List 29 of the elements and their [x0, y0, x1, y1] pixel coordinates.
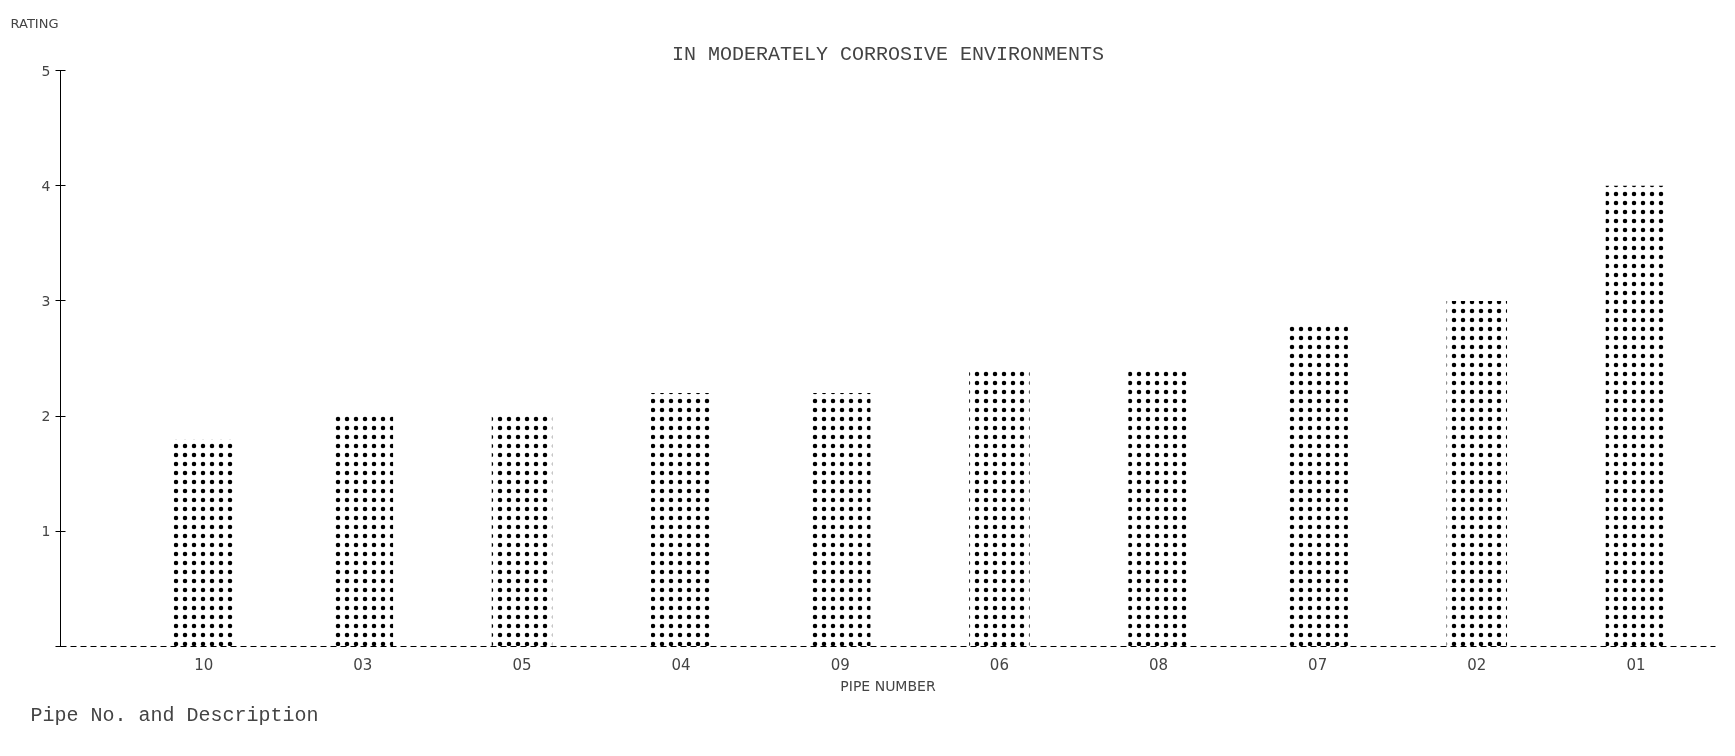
x-tick-label: 08 [1148, 655, 1169, 674]
y-tick-label: 3 [41, 292, 51, 309]
x-tick-label: 05 [512, 655, 532, 674]
bar [1605, 185, 1667, 647]
bar [969, 370, 1030, 647]
x-tick-label: 06 [989, 655, 1009, 674]
y-tick-label: 2 [41, 408, 51, 425]
x-tick-label: 04 [671, 655, 691, 674]
x-tick-label: 01 [1626, 655, 1646, 674]
x-tick-label: 03 [353, 655, 373, 674]
x-tick-label: 10 [194, 655, 214, 674]
text: Pipe No. and Description [30, 703, 319, 727]
x-axis-title: PIPE NUMBER [840, 677, 936, 694]
bar [1446, 300, 1508, 647]
x-tick-label: 09 [830, 655, 850, 674]
y-tick-label: 5 [41, 62, 51, 79]
bar [1128, 370, 1189, 647]
bar [173, 439, 234, 647]
bar [810, 393, 871, 647]
x-tick-label: 07 [1308, 655, 1328, 674]
chart-title: IN MODERATELY CORROSIVE ENVIRONMENTS [671, 42, 1105, 66]
bar [332, 416, 394, 647]
bar [650, 393, 712, 647]
y-tick-label: 4 [41, 177, 51, 194]
y-axis-title: RATING [10, 15, 59, 31]
x-tick-label: 02 [1467, 655, 1487, 674]
bar [1287, 323, 1348, 647]
bar [491, 416, 553, 647]
y-tick-label: 1 [41, 523, 51, 540]
